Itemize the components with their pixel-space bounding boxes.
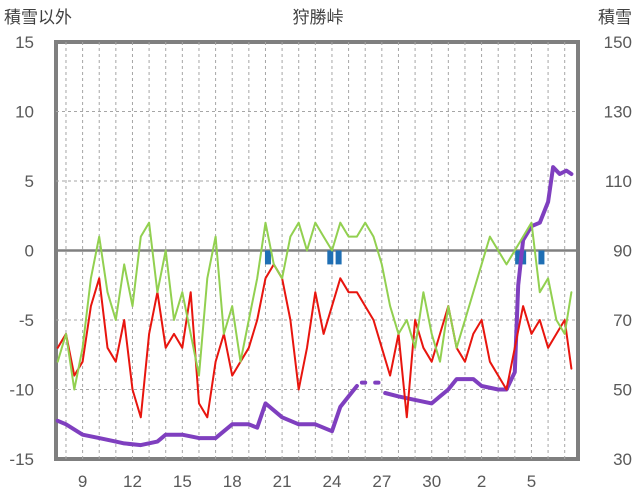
x-tick-label: 9 bbox=[78, 472, 87, 491]
left-tick-label: -15 bbox=[9, 450, 34, 469]
left-tick-label: -10 bbox=[9, 381, 34, 400]
x-tick-label: 30 bbox=[422, 472, 441, 491]
left-tick-label: 5 bbox=[25, 172, 34, 191]
right-tick-label: 50 bbox=[613, 381, 632, 400]
blue-bar bbox=[264, 250, 271, 265]
right-axis-label: 積雪 bbox=[598, 8, 632, 28]
left-tick-label: 0 bbox=[25, 242, 34, 261]
right-tick-label: 30 bbox=[613, 450, 632, 469]
x-tick-label: 12 bbox=[123, 472, 142, 491]
left-tick-label: 10 bbox=[15, 103, 34, 122]
series-line-0 bbox=[55, 384, 359, 448]
right-tick-labels: 150 130 110 90 70 50 30 bbox=[604, 33, 632, 469]
series-line-2 bbox=[56, 221, 573, 391]
right-tick-label: 70 bbox=[613, 311, 632, 330]
blue-bar bbox=[515, 250, 522, 265]
right-tick-label: 130 bbox=[604, 103, 632, 122]
right-tick-label: 90 bbox=[613, 242, 632, 261]
right-tick-label: 110 bbox=[605, 172, 632, 191]
left-tick-label: 15 bbox=[15, 33, 34, 52]
x-tick-labels: 9 12 15 18 21 24 27 30 2 5 bbox=[78, 472, 536, 491]
x-tick-label: 18 bbox=[223, 472, 242, 491]
x-tick-label: 15 bbox=[173, 472, 192, 491]
series-line-1 bbox=[56, 263, 573, 419]
left-tick-label: -5 bbox=[19, 311, 34, 330]
blue-bar bbox=[327, 250, 334, 265]
blue-bar bbox=[335, 250, 342, 265]
series-lines bbox=[55, 165, 574, 448]
left-tick-labels: 15 10 5 0 -5 -10 -15 bbox=[9, 33, 34, 469]
x-tick-label: 5 bbox=[527, 472, 536, 491]
blue-bar bbox=[538, 250, 545, 265]
chart-title: 狩勝峠 bbox=[293, 8, 344, 28]
x-tick-label: 2 bbox=[477, 472, 486, 491]
left-axis-label: 積雪以外 bbox=[4, 8, 72, 28]
x-tick-label: 27 bbox=[372, 472, 391, 491]
right-tick-label: 150 bbox=[604, 33, 632, 52]
x-tick-label: 21 bbox=[273, 472, 292, 491]
x-tick-label: 24 bbox=[323, 472, 342, 491]
